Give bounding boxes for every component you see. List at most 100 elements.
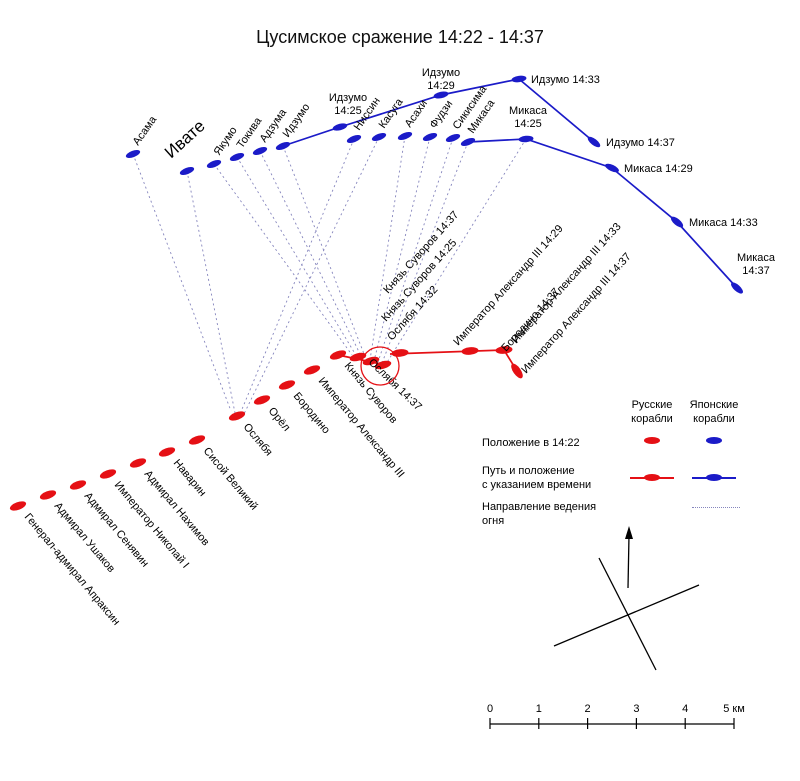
japanese-ship-marker [206,160,222,168]
russian-ship-marker [129,458,147,468]
russian-position-marker-icon [644,437,660,444]
japanese-ship-label: 14:25 [334,105,362,117]
russian-ship-marker [362,356,380,366]
north-arrow-head-icon [625,526,633,539]
scalebar-label: 5 км [723,703,745,715]
japanese-ship-marker [587,136,601,148]
russian-ship-marker [228,411,246,421]
japanese-ship-label: Асахи [403,98,430,130]
fire-direction-line [239,138,355,415]
russian-ship-label: Адмирал Нахимов [142,468,212,548]
japanese-ship-marker [397,132,413,140]
japanese-ship-marker [125,150,141,158]
japanese-ship-label: Асама [131,113,160,147]
russian-ship-marker [278,380,296,390]
russian-ship-label: Император Николай I [112,479,192,571]
russian-path-ellipse-icon [644,474,660,481]
legend-path-label-line1: Путь и положение [482,465,575,477]
fire-direction-line-icon [692,507,740,508]
japanese-ship-label: Микаса [737,252,776,264]
north-arrow [627,534,630,589]
japanese-ship-label: 14:25 [514,118,542,130]
fire-direction-line [236,156,358,358]
russian-ship-marker [461,347,479,355]
fire-direction-line [242,136,380,417]
fire-direction-line [373,136,431,362]
russian-ship-label: Ослябя [241,421,275,458]
russian-ship-marker [99,469,117,479]
russian-ship-label: Сисой Великий [201,445,260,512]
legend-path-label-line2: с указанием времени [482,479,592,491]
fire-direction-line [385,138,527,365]
fire-direction-line [186,170,236,414]
scalebar-label: 4 [682,703,688,715]
russian-ship-marker [374,360,392,370]
japanese-ship-marker [252,147,268,155]
japanese-position-marker-icon [706,437,722,444]
japanese-ship-marker [371,133,387,141]
russian-ship-marker [253,395,271,405]
legend-fire-label-line2: огня [482,515,505,527]
russian-ship-marker [511,363,523,379]
legend-position-label: Положение в 14:22 [482,437,580,449]
japanese-ship-marker [433,91,449,99]
russian-time-label: Император Александр III 14:29 [451,223,565,348]
japanese-ship-marker [511,75,527,83]
compass-line [598,557,657,671]
japanese-ship-label: Идзумо [281,101,313,139]
japanese-ship-label: Микаса [509,105,548,117]
scalebar-label: 3 [633,703,639,715]
russian-ship-marker [9,501,27,511]
russian-ship-marker [495,346,513,354]
japanese-ship-label: Идзумо 14:33 [531,74,600,86]
legend-header-japanese: Японские корабли [689,399,739,425]
japanese-ship-label: 14:37 [742,265,770,277]
russian-ship-marker [69,480,87,490]
fire-direction-line [259,150,363,359]
japanese-path-ellipse-icon [706,474,722,481]
japanese-ship-label: Ивате [161,116,209,162]
japanese-route [467,138,738,289]
page-title: Цусимское сражение 14:22 - 14:37 [256,27,544,47]
russian-ship-label: Орёл [266,405,293,434]
russian-ship-marker [303,365,321,375]
japanese-ship-label: Микаса 14:29 [624,163,693,175]
russian-ship-marker [188,435,206,445]
japanese-ship-marker [229,153,245,161]
japanese-ship-label: Микаса 14:33 [689,217,758,229]
map-legend: Русские корабли Японские корабли Положен… [478,392,793,542]
japanese-ship-marker [346,135,362,143]
scalebar-label: 0 [487,703,493,715]
japanese-ship-label: Идзумо 14:37 [606,137,675,149]
russian-ship-label: Бородино [291,390,332,436]
fire-direction-line [132,153,232,412]
russian-path-marker-icon [630,474,674,482]
japanese-ship-marker [670,216,684,228]
japanese-ship-marker [518,135,534,143]
japanese-path-marker-icon [692,474,736,482]
japanese-ship-marker [179,167,195,175]
japanese-ship-marker [275,142,291,150]
legend-fire-label-line1: Направление ведения [482,501,597,513]
japanese-ship-label: Идзумо [422,67,460,79]
japanese-ship-marker [605,163,619,173]
japanese-ship-marker [332,123,348,131]
sinking-ship-highlight-circle [360,346,400,386]
japanese-ship-marker [445,134,461,142]
russian-ship-marker [158,447,176,457]
legend-header-russian: Русские корабли [631,399,673,425]
scalebar-label: 1 [536,703,542,715]
fire-direction-line [377,137,454,363]
fire-direction-line [213,163,353,356]
japanese-ship-marker [460,138,476,146]
fire-direction-line [282,145,367,360]
russian-ship-marker [39,490,57,500]
scalebar-label: 2 [585,703,591,715]
japanese-ship-marker [731,282,743,294]
japanese-ship-label: 14:29 [427,80,455,92]
russian-ship-label: Наварин [171,457,209,499]
russian-route [389,349,518,372]
japanese-ship-label: Идзумо [329,92,367,104]
